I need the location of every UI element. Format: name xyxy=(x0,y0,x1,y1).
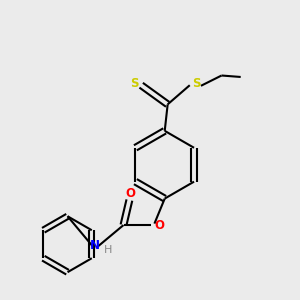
Text: O: O xyxy=(155,219,165,232)
Text: S: S xyxy=(192,77,200,90)
Text: O: O xyxy=(126,187,136,200)
Text: H: H xyxy=(104,245,112,255)
Text: N: N xyxy=(90,239,100,252)
Text: S: S xyxy=(130,77,139,90)
